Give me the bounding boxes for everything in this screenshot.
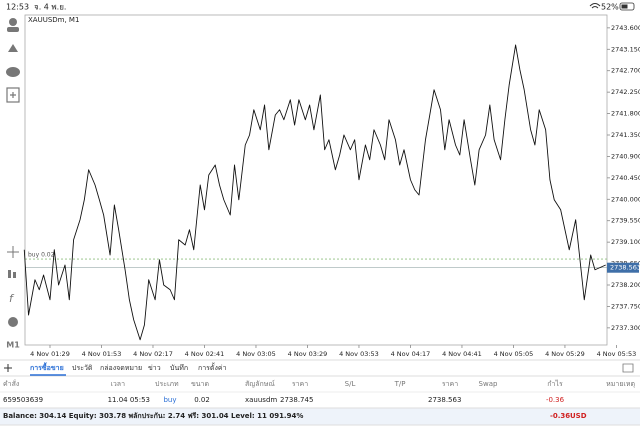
y-tick-label: 2740.450 xyxy=(611,174,640,182)
y-tick-label: 2738.200 xyxy=(611,281,640,289)
current-price-box xyxy=(607,262,639,273)
table-cell: 2738.745 xyxy=(280,396,313,404)
table-cell: -0.36 xyxy=(546,396,565,404)
table-cell: 659503639 xyxy=(3,396,43,404)
status-date: จ. 4 พ.ย. xyxy=(34,3,66,12)
x-tick-label: 4 Nov 05:05 xyxy=(494,350,534,358)
wifi-icon xyxy=(589,3,601,9)
column-header: S/L xyxy=(345,380,356,388)
column-header: คำสั่ง xyxy=(3,379,19,388)
order-line-label: buy 0.02 xyxy=(28,252,55,259)
table-cell: xauusdm xyxy=(245,396,277,404)
table-cell: 0.02 xyxy=(194,396,210,404)
column-header: Swap xyxy=(479,380,498,388)
objects-icon[interactable] xyxy=(8,317,18,327)
x-tick-label: 4 Nov 04:17 xyxy=(391,350,431,358)
tab[interactable]: กล่องจดหมาย xyxy=(100,364,142,372)
tab[interactable]: การตั้งค่า xyxy=(198,361,227,372)
x-tick-label: 4 Nov 02:17 xyxy=(133,350,173,358)
summary-profit: -0.36 xyxy=(550,412,570,420)
y-tick-label: 2742.250 xyxy=(611,88,640,96)
y-tick-label: 2740.000 xyxy=(611,195,640,203)
summary-currency: USD xyxy=(570,412,587,420)
column-header: สัญลักษณ์ xyxy=(245,380,275,388)
new-chart-icon[interactable] xyxy=(6,87,20,103)
column-header: เวลา xyxy=(110,380,125,388)
function-icon[interactable]: f xyxy=(9,292,15,305)
column-header: กำไร xyxy=(547,379,563,388)
plot-area xyxy=(24,14,608,346)
battery-icon xyxy=(619,2,635,11)
y-tick-label: 2743.150 xyxy=(611,45,640,53)
chat-icon[interactable] xyxy=(6,67,20,77)
add-button[interactable] xyxy=(4,364,12,372)
x-tick-label: 4 Nov 03:05 xyxy=(236,350,276,358)
battery-percent: 52% xyxy=(601,3,619,12)
expand-button[interactable] xyxy=(622,363,634,373)
indicator-icon-bar xyxy=(13,272,16,278)
x-tick-label: 4 Nov 03:53 xyxy=(339,350,379,358)
x-tick-label: 4 Nov 05:53 xyxy=(597,350,637,358)
crosshair-icon[interactable] xyxy=(7,246,19,258)
tab[interactable]: ประวัติ xyxy=(72,364,93,372)
plus-sign xyxy=(10,92,16,98)
y-tick-label: 2737.750 xyxy=(611,302,640,310)
status-time: 12:53 xyxy=(6,3,29,12)
x-tick-label: 4 Nov 05:29 xyxy=(545,350,585,358)
x-tick-label: 4 Nov 02:41 xyxy=(185,350,225,358)
battery-level xyxy=(621,4,628,9)
price-line xyxy=(23,44,606,341)
y-tick-label: 2741.800 xyxy=(611,110,640,118)
account-icon[interactable] xyxy=(9,18,17,26)
y-tick-label: 2739.550 xyxy=(611,217,640,225)
account-icon-body xyxy=(7,27,19,32)
table-cell: 11.04 05:53 xyxy=(108,396,150,404)
column-header: ราคา xyxy=(292,380,308,388)
table-cell: buy xyxy=(163,396,176,404)
column-header: ราคา xyxy=(442,380,458,388)
x-tick-label: 4 Nov 01:53 xyxy=(82,350,122,358)
tab[interactable]: ข่าว xyxy=(148,364,161,372)
column-header: หมายเหตุ xyxy=(606,380,635,388)
account-summary: Balance: 304.14 Equity: 303.78 พลักประกั… xyxy=(3,412,303,420)
summary-bar xyxy=(0,408,640,425)
y-tick-label: 2740.900 xyxy=(611,152,640,160)
column-header: T/P xyxy=(394,380,406,388)
x-tick-label: 4 Nov 03:29 xyxy=(288,350,328,358)
y-tick-label: 2742.700 xyxy=(611,67,640,75)
chart-title: XAUUSDm, M1 xyxy=(28,16,79,24)
trade-icon[interactable] xyxy=(8,44,18,52)
tab[interactable]: การซื้อขาย xyxy=(30,361,64,372)
table-cell: 2738.563 xyxy=(428,396,461,404)
column-header: ประเภท xyxy=(155,380,179,388)
y-tick-label: 2741.350 xyxy=(611,131,640,139)
column-header: ขนาด xyxy=(191,380,209,388)
x-tick-label: 4 Nov 01:29 xyxy=(30,350,70,358)
tab[interactable]: บันทึก xyxy=(170,363,188,372)
y-tick-label: 2737.300 xyxy=(611,324,640,332)
toolbar: f M1 xyxy=(6,18,20,350)
y-tick-label: 2739.100 xyxy=(611,238,640,246)
indicator-icon[interactable] xyxy=(8,270,11,278)
current-price-label: 2738.563 xyxy=(610,264,640,272)
x-tick-label: 4 Nov 04:41 xyxy=(442,350,482,358)
timeframe-button[interactable]: M1 xyxy=(6,341,20,350)
y-tick-label: 2743.600 xyxy=(611,24,640,32)
